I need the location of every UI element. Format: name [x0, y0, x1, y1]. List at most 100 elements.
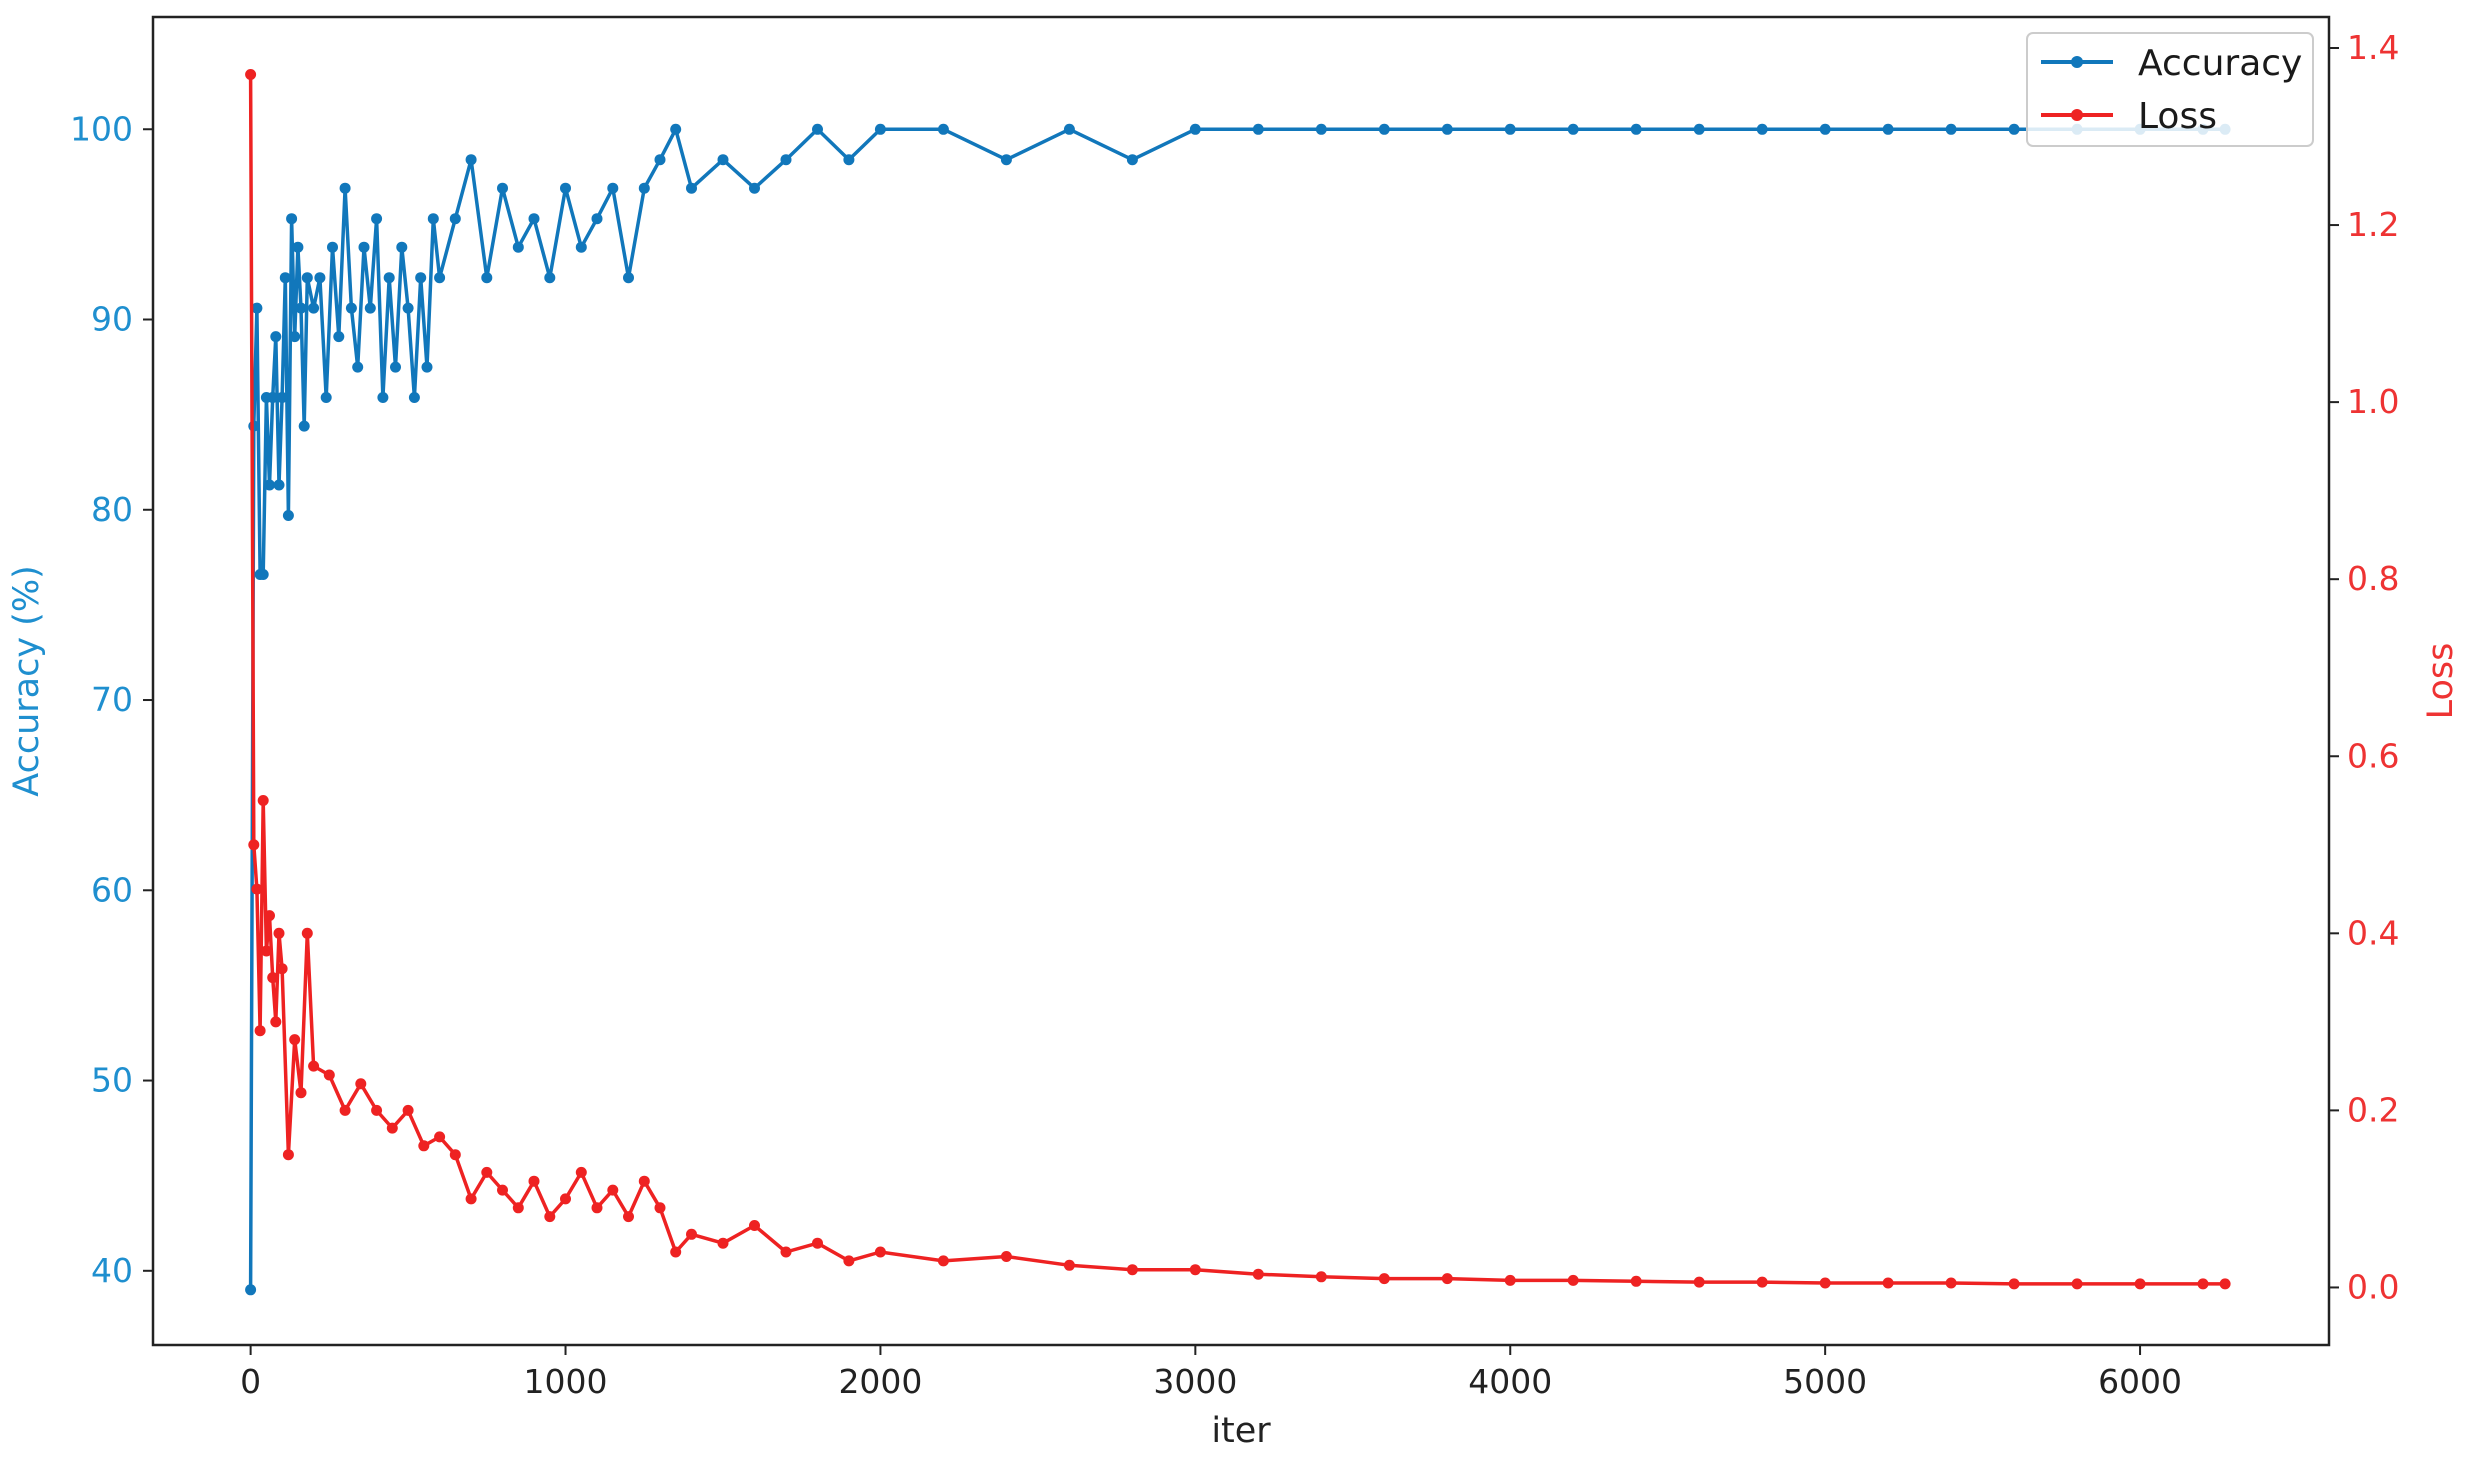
legend-accuracy-label: Accuracy: [2138, 43, 2302, 84]
accuracy-point: [2008, 123, 2020, 135]
accuracy-point: [1315, 123, 1327, 135]
loss-point: [2197, 1278, 2209, 1290]
loss-point: [654, 1202, 666, 1214]
loss-point: [1126, 1264, 1138, 1276]
accuracy-point: [497, 182, 508, 194]
accuracy-point: [780, 154, 792, 166]
series-layer: [245, 69, 2231, 1296]
loss-point: [260, 945, 272, 957]
loss-point: [560, 1193, 571, 1205]
loss-point: [371, 1104, 383, 1116]
legend-loss-marker: [2071, 109, 2083, 121]
loss-point: [1063, 1259, 1075, 1271]
accuracy-line: [248, 127, 2226, 1290]
loss-point: [937, 1255, 949, 1267]
loss-point: [1189, 1264, 1201, 1276]
legend-loss-label: Loss: [2138, 96, 2217, 137]
loss-series: [245, 69, 2231, 1290]
accuracy-point: [512, 241, 524, 253]
loss-point: [418, 1140, 430, 1152]
accuracy-point: [749, 182, 760, 194]
right-y-tick-label: 1.2: [2347, 205, 2399, 244]
x-tick-label: 3000: [1153, 1362, 1237, 1401]
accuracy-point: [843, 154, 855, 166]
loss-point: [607, 1184, 619, 1196]
accuracy-point: [333, 331, 345, 343]
accuracy-point: [1252, 123, 1264, 135]
loss-point: [1567, 1274, 1579, 1286]
loss-point: [2008, 1278, 2020, 1290]
left-y-tick-label: 50: [91, 1061, 133, 1100]
left-y-tick-label: 70: [91, 680, 133, 719]
accuracy-point: [320, 392, 332, 403]
loss-point: [323, 1069, 335, 1081]
legend: Accuracy Loss: [2026, 32, 2314, 147]
accuracy-point: [812, 123, 823, 135]
x-tick-label: 6000: [2098, 1362, 2182, 1401]
x-tick-label: 2000: [838, 1362, 922, 1401]
accuracy-point: [273, 479, 285, 491]
accuracy-point: [465, 154, 477, 166]
left-y-tick-label: 40: [91, 1251, 133, 1290]
accuracy-point: [415, 272, 427, 284]
accuracy-point: [383, 272, 395, 284]
loss-point: [638, 1175, 650, 1187]
loss-point: [1315, 1271, 1327, 1283]
right-y-axis-title: Loss: [2421, 643, 2461, 720]
loss-point: [355, 1078, 367, 1090]
accuracy-point: [874, 123, 886, 135]
accuracy-point: [434, 272, 446, 284]
accuracy-point: [1189, 123, 1201, 135]
accuracy-point: [301, 272, 313, 284]
accuracy-point: [686, 182, 697, 194]
loss-point: [874, 1246, 886, 1258]
x-tick-label: 1000: [524, 1362, 608, 1401]
accuracy-point: [358, 241, 370, 253]
accuracy-point: [286, 213, 298, 225]
loss-point: [1756, 1276, 1768, 1288]
accuracy-point: [449, 213, 461, 225]
accuracy-point: [1126, 154, 1138, 166]
accuracy-point: [1378, 123, 1390, 135]
loss-point: [575, 1166, 587, 1178]
accuracy-point: [339, 182, 351, 194]
loss-point: [623, 1211, 634, 1223]
accuracy-point: [607, 182, 619, 194]
accuracy-point: [575, 241, 587, 253]
loss-point: [481, 1166, 493, 1178]
loss-point: [2219, 1278, 2231, 1290]
accuracy-point: [352, 361, 364, 373]
x-tick-label: 5000: [1783, 1362, 1867, 1401]
accuracy-point: [1945, 123, 1957, 135]
accuracy-point: [390, 361, 401, 373]
loss-point: [1252, 1268, 1264, 1280]
accuracy-point: [670, 123, 682, 135]
accuracy-point: [1882, 123, 1894, 135]
loss-point: [251, 883, 263, 895]
loss-point: [1000, 1251, 1012, 1262]
loss-point: [257, 795, 269, 806]
accuracy-point: [364, 302, 376, 314]
loss-point: [591, 1202, 603, 1214]
loss-point: [434, 1131, 446, 1143]
loss-point: [289, 1034, 301, 1046]
accuracy-point: [1693, 123, 1705, 135]
accuracy-point: [1504, 123, 1516, 135]
accuracy-point: [591, 213, 603, 225]
loss-point: [1882, 1277, 1894, 1289]
right-y-tick-label: 0.4: [2347, 913, 2399, 952]
accuracy-series: [245, 123, 2231, 1296]
loss-point: [402, 1104, 414, 1116]
legend-accuracy-marker: [2071, 56, 2083, 68]
loss-point: [1441, 1273, 1453, 1285]
accuracy-point: [298, 420, 310, 432]
accuracy-point: [1000, 154, 1012, 166]
loss-point: [308, 1060, 320, 1072]
loss-point: [497, 1184, 508, 1196]
accuracy-point: [292, 241, 304, 253]
right-y-tick-label: 0.0: [2347, 1267, 2399, 1306]
right-y-tick-label: 1.4: [2347, 28, 2399, 67]
loss-point: [339, 1104, 351, 1116]
left-y-tick-label: 60: [91, 870, 133, 909]
loss-point: [749, 1220, 760, 1231]
